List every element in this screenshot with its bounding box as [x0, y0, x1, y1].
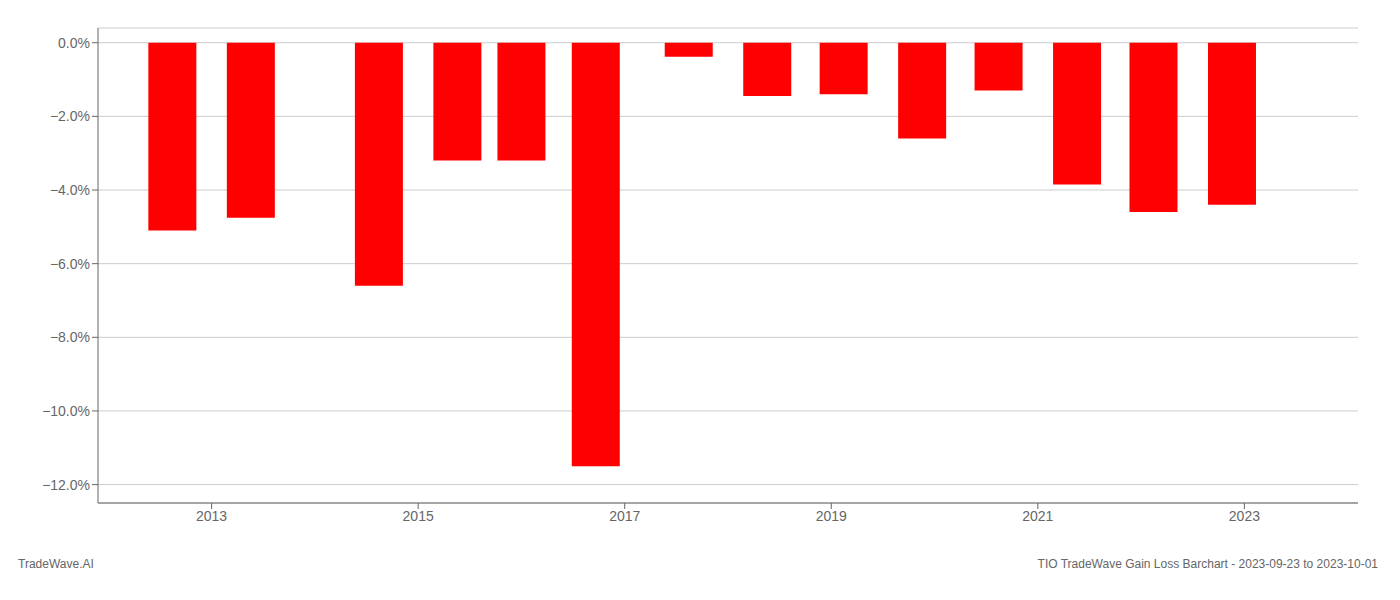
svg-text:−6.0%: −6.0%	[50, 256, 90, 272]
svg-text:2013: 2013	[196, 508, 227, 524]
svg-text:2021: 2021	[1022, 508, 1053, 524]
svg-text:−10.0%: −10.0%	[42, 403, 90, 419]
svg-text:−8.0%: −8.0%	[50, 329, 90, 345]
svg-text:2019: 2019	[816, 508, 847, 524]
html-text:TradeWave.AI: TradeWave.AI	[18, 557, 94, 571]
svg-text:−12.0%: −12.0%	[42, 477, 90, 493]
svg-text:0.0%: 0.0%	[58, 35, 90, 51]
html-text:TIO TradeWave Gain Loss Barcha: TIO TradeWave Gain Loss Barchart - 2023-…	[1037, 557, 1378, 571]
svg-text:2017: 2017	[609, 508, 640, 524]
svg-text:−2.0%: −2.0%	[50, 108, 90, 124]
svg-text:2015: 2015	[403, 508, 434, 524]
svg-text:−4.0%: −4.0%	[50, 182, 90, 198]
svg-text:2023: 2023	[1229, 508, 1260, 524]
